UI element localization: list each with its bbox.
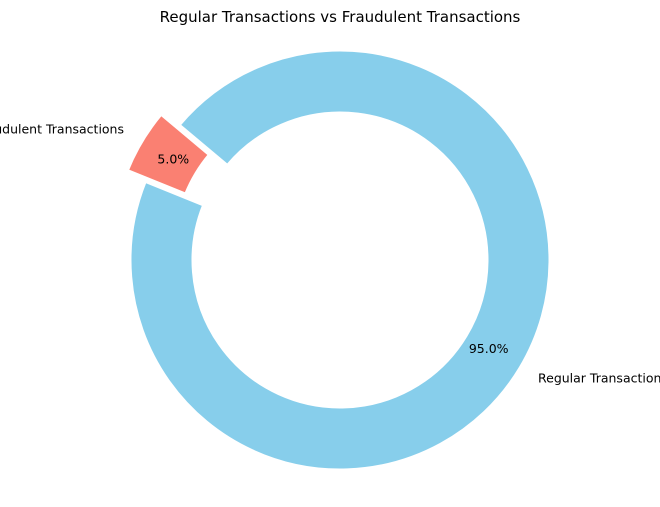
percent-label-fraudulent-transactions: 5.0% bbox=[157, 151, 189, 166]
slice-fraudulent-transactions bbox=[125, 112, 211, 196]
percent-label-regular-transactions: 95.0% bbox=[469, 341, 509, 356]
slice-regular-transactions bbox=[128, 48, 552, 472]
category-label-regular-transactions: Regular Transactions bbox=[538, 370, 660, 385]
category-label-fraudulent-transactions: Fraudulent Transactions bbox=[0, 122, 124, 137]
slices-group bbox=[125, 48, 552, 472]
labels-group: 95.0% Regular Transactions 5.0% Fraudulent … bbox=[0, 122, 660, 386]
chart-title: Regular Transactions vs Fraudulent Trans… bbox=[160, 8, 521, 26]
